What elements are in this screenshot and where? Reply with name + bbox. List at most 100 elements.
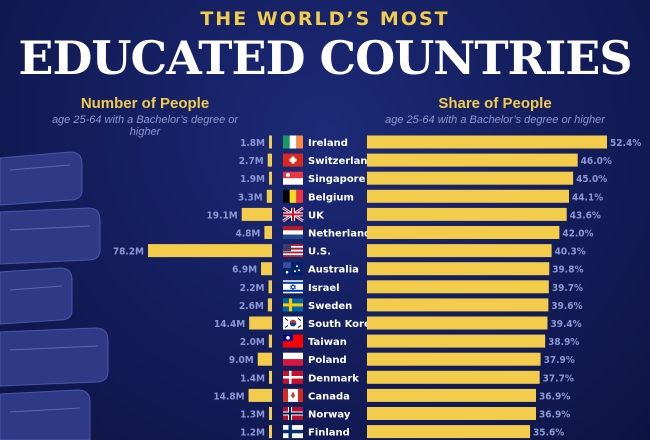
right-bar: [367, 407, 537, 420]
right-value-label: 38.9%: [548, 337, 579, 348]
finland-flag-icon: [283, 425, 303, 439]
right-bar: [367, 370, 540, 384]
country-label: Israel: [308, 283, 340, 294]
right-bar: [367, 388, 537, 402]
right-value-label: 44.1%: [572, 192, 603, 203]
uk-flag-icon: [282, 206, 304, 222]
page-title: EDUCATED COUNTRIES: [18, 31, 632, 85]
left-bar: [267, 298, 272, 312]
left-bar: [261, 262, 272, 276]
right-value-label: 36.9%: [539, 391, 570, 402]
right-value-label: 42.0%: [562, 229, 593, 240]
left-bar: [269, 370, 272, 384]
right-value-label: 45.0%: [576, 174, 607, 185]
us-flag-icon: [283, 244, 303, 258]
singapore-flag-icon: [283, 171, 303, 185]
country-label: Ireland: [308, 138, 348, 149]
left-bar: [268, 334, 272, 348]
right-value-label: 37.9%: [544, 355, 575, 366]
israel-flag-icon: [283, 280, 303, 294]
norway-flag-icon: [283, 407, 303, 420]
left-bar: [269, 425, 272, 439]
right-section-heading: Share of People: [438, 95, 552, 112]
title-top: THE WORLD’S MOST: [200, 8, 450, 30]
country-label: Singapore: [308, 174, 366, 185]
right-section-header: Share of People age 25-64 with a Bachelo…: [370, 95, 620, 126]
south-korea-flag-icon: [283, 316, 303, 330]
left-bar: [268, 171, 272, 185]
country-label: Denmark: [308, 373, 359, 384]
country-label: Poland: [308, 355, 347, 366]
right-bar: [367, 425, 531, 439]
left-value-label: 14.4M: [214, 319, 245, 330]
left-section-header: Number of People age 25-64 with a Bachel…: [40, 95, 250, 138]
left-bar: [264, 226, 272, 239]
right-bar: [367, 334, 546, 348]
left-value-label: 14.8M: [213, 391, 244, 402]
right-bar: [367, 207, 567, 221]
left-bar: [249, 316, 272, 330]
books-illustration: [0, 151, 109, 440]
left-value-label: 2.0M: [240, 337, 265, 348]
left-value-label: 2.2M: [240, 283, 265, 294]
belgium-flag-icon: [283, 189, 303, 203]
right-value-label: 39.4%: [550, 319, 581, 330]
country-label: Australia: [308, 265, 359, 276]
right-bar: [367, 352, 541, 366]
country-label: Belgium: [308, 192, 354, 203]
left-value-label: 4.8M: [235, 229, 260, 240]
country-label: Taiwan: [308, 337, 347, 348]
country-label: Sweden: [308, 301, 352, 312]
right-value-label: 39.6%: [551, 301, 582, 312]
country-label: Canada: [308, 391, 350, 402]
country-label: Switzerland: [308, 156, 375, 167]
left-bar: [248, 388, 272, 402]
left-bar: [269, 407, 272, 420]
left-bar: [148, 244, 272, 258]
left-value-label: 2.6M: [239, 301, 264, 312]
right-value-label: 39.8%: [552, 265, 583, 276]
left-value-label: 9.0M: [229, 355, 254, 366]
right-value-label: 35.6%: [533, 428, 564, 439]
sweden-flag-icon: [283, 298, 303, 312]
left-bar: [257, 352, 272, 366]
left-bar: [268, 280, 272, 294]
right-bar: [367, 153, 578, 167]
right-bar: [367, 189, 569, 203]
left-section-subheading: age 25-64 with a Bachelor’s degree or hi…: [51, 114, 239, 138]
taiwan-flag-icon: [283, 334, 303, 348]
right-value-label: 52.4%: [610, 138, 641, 149]
right-bar: [367, 244, 552, 258]
australia-flag-icon: [283, 262, 303, 276]
right-value-label: 36.9%: [539, 410, 570, 421]
left-bar: [269, 135, 272, 149]
netherlands-flag-icon: [283, 226, 303, 239]
left-section-heading: Number of People: [80, 95, 210, 112]
denmark-flag-icon: [283, 370, 303, 384]
right-bar: [367, 262, 550, 276]
right-section-subheading: age 25-64 with a Bachelor’s degree or hi…: [385, 114, 605, 126]
left-value-label: 1.8M: [240, 138, 265, 149]
left-value-label: 6.9M: [232, 265, 257, 276]
left-value-label: 1.2M: [240, 428, 265, 439]
country-label: U.S.: [308, 247, 331, 258]
right-bar: [367, 171, 574, 185]
right-value-label: 43.6%: [570, 210, 601, 221]
country-label: UK: [308, 210, 325, 221]
right-value-label: 37.7%: [543, 373, 574, 384]
right-value-label: 40.3%: [555, 247, 586, 258]
right-value-label: 39.7%: [552, 283, 583, 294]
left-bar: [266, 189, 272, 203]
left-value-label: 1.4M: [240, 373, 265, 384]
left-value-label: 1.3M: [240, 410, 265, 421]
right-bar: [367, 280, 549, 294]
right-bar: [367, 135, 607, 149]
ireland-flag-icon: [283, 135, 303, 149]
right-bar: [367, 226, 560, 239]
right-bar: [367, 316, 548, 330]
left-value-label: 1.9M: [240, 174, 265, 185]
country-label: Netherlands: [308, 229, 377, 240]
left-value-label: 78.2M: [113, 247, 144, 258]
switzerland-flag-icon: [283, 153, 303, 167]
left-bar: [267, 153, 272, 167]
